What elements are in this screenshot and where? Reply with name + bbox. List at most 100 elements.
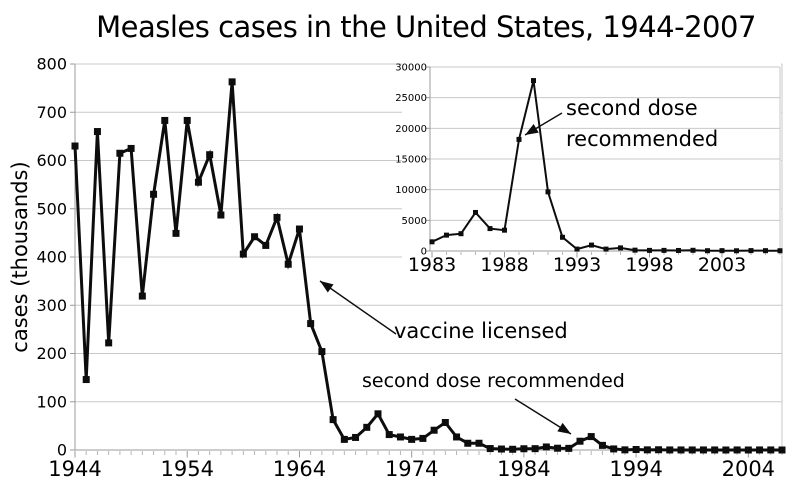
data-point-marker xyxy=(618,245,623,251)
data-point-marker xyxy=(307,320,315,328)
data-point-marker xyxy=(699,446,707,454)
data-point-marker xyxy=(778,446,786,454)
data-point-marker xyxy=(161,116,169,124)
data-point-marker xyxy=(138,292,146,300)
tick-label: 700 xyxy=(36,103,67,122)
data-point-marker xyxy=(632,446,640,454)
data-point-marker xyxy=(363,423,371,431)
data-point-marker xyxy=(621,446,629,454)
data-point-marker xyxy=(284,260,292,268)
tick-label: 300 xyxy=(36,296,67,315)
data-point-marker xyxy=(464,439,472,447)
y-axis-label: cases (thousands) xyxy=(8,161,32,353)
data-point-marker xyxy=(444,232,449,238)
data-point-marker xyxy=(520,445,528,453)
tick-label: 1988 xyxy=(480,254,528,276)
data-point-marker xyxy=(453,433,461,441)
data-point-marker xyxy=(318,348,326,356)
main-chart: 0 100 200 300 400 500 600 700 800 1944 1954 1964 197… xyxy=(36,55,786,481)
data-point-marker xyxy=(251,233,259,241)
data-point-marker xyxy=(676,247,681,253)
annotation-vaccine-licensed: vaccine licensed xyxy=(394,319,568,343)
annotation-line-2: recommended xyxy=(566,127,719,151)
inset-chart: 0 5000 10000 15000 20000 25000 30000 1983 1988 19… xyxy=(395,56,783,285)
data-point-marker xyxy=(565,444,573,452)
data-point-marker xyxy=(475,439,483,447)
tick-label: 1983 xyxy=(408,254,456,276)
tick-label: 30000 xyxy=(395,63,427,74)
data-point-marker xyxy=(545,189,551,195)
data-point-marker xyxy=(734,248,739,254)
data-point-marker xyxy=(688,446,696,454)
data-point-marker xyxy=(329,416,337,424)
tick-label: 1974 xyxy=(385,457,438,481)
tick-label: 500 xyxy=(36,199,67,218)
data-point-marker xyxy=(262,241,270,249)
data-point-marker xyxy=(711,446,719,454)
tick-label: 1993 xyxy=(553,254,601,276)
data-point-marker xyxy=(767,446,775,454)
annotation-arrows xyxy=(319,112,572,435)
tick-label: 600 xyxy=(36,151,67,170)
data-point-marker xyxy=(172,229,180,237)
data-point-marker xyxy=(228,78,236,86)
data-point-marker xyxy=(194,178,202,186)
data-point-marker xyxy=(374,410,382,418)
data-point-marker xyxy=(93,128,101,136)
data-point-marker xyxy=(744,446,752,454)
data-point-marker xyxy=(748,248,754,254)
tick-label: 5000 xyxy=(402,216,427,227)
data-point-marker xyxy=(560,234,565,240)
tick-label: 1998 xyxy=(625,254,673,276)
data-point-marker xyxy=(408,435,416,443)
tick-label: 1994 xyxy=(609,457,662,481)
data-point-marker xyxy=(677,446,685,454)
data-point-marker xyxy=(273,213,281,221)
data-point-marker xyxy=(509,445,517,453)
data-point-marker xyxy=(127,144,135,152)
data-point-marker xyxy=(598,441,606,449)
data-line xyxy=(73,81,782,452)
data-point-marker xyxy=(206,151,214,159)
data-point-marker xyxy=(429,239,435,245)
data-point-marker xyxy=(542,443,550,451)
data-point-marker xyxy=(486,445,494,453)
tick-label: 0 xyxy=(421,247,427,258)
tick-label: 800 xyxy=(36,55,67,74)
data-point-marker xyxy=(487,226,493,232)
data-point-marker xyxy=(531,78,536,84)
data-point-marker xyxy=(105,339,113,347)
tick-label: 400 xyxy=(36,248,67,267)
data-point-marker xyxy=(239,250,247,258)
data-point-marker xyxy=(82,376,90,384)
tick-label: 2004 xyxy=(722,457,775,481)
tick-label: 0 xyxy=(57,441,67,460)
data-point-marker xyxy=(458,231,464,237)
data-point-marker xyxy=(610,445,618,453)
data-point-marker xyxy=(777,248,783,254)
tick-label: 15000 xyxy=(395,155,427,166)
data-point-marker xyxy=(589,242,594,248)
data-point-marker xyxy=(340,435,348,443)
data-point-marker xyxy=(733,446,741,454)
data-point-marker xyxy=(497,445,505,453)
data-point-marker xyxy=(705,248,710,254)
data-point-marker xyxy=(183,116,191,124)
data-point-marker xyxy=(385,431,393,439)
data-point-marker xyxy=(574,246,580,252)
data-point-marker xyxy=(756,446,764,454)
annotation-line-1: second dose xyxy=(566,96,698,120)
data-point-marker xyxy=(419,434,427,442)
data-point-marker xyxy=(554,444,562,452)
data-point-marker xyxy=(576,437,584,445)
data-point-marker xyxy=(150,190,158,198)
data-point-marker xyxy=(116,149,124,157)
arrow-vaccine-licensed xyxy=(319,280,397,335)
tick-label: 10000 xyxy=(395,185,427,196)
data-point-marker xyxy=(516,136,522,142)
data-point-marker xyxy=(430,426,438,434)
data-point-marker xyxy=(587,433,595,441)
annotation-second-dose-main: second dose recommended xyxy=(362,370,625,392)
